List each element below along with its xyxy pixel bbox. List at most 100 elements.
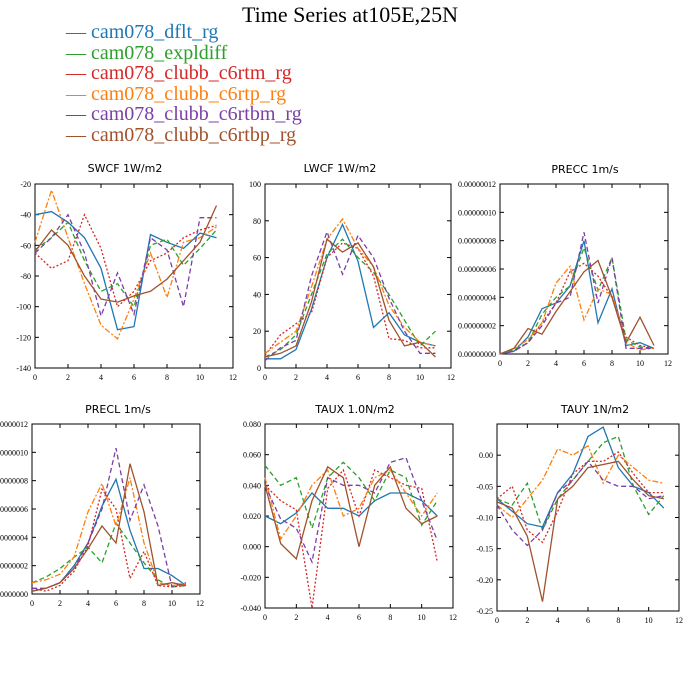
- series-line-3: [34, 188, 217, 340]
- x-tick-label: 8: [388, 613, 392, 622]
- x-tick-label: 10: [416, 373, 424, 382]
- panel-title: LWCF 1W/m2: [304, 162, 377, 175]
- legend: — cam078_dflt_rg — cam078_expldiff — cam…: [66, 22, 302, 145]
- plot-frame: [34, 183, 234, 369]
- series-line-5: [499, 259, 655, 355]
- y-tick-label: 0.00000004: [458, 293, 496, 302]
- series-line-4: [496, 460, 664, 547]
- legend-item-c6rtbp: — cam078_clubb_c6rtbp_rg: [66, 123, 297, 146]
- y-tick-label: -0.25: [476, 607, 493, 616]
- series-line-1: [264, 461, 438, 531]
- y-tick-label: -120: [16, 333, 31, 342]
- y-tick-label: 0.000: [243, 543, 261, 552]
- x-tick-label: 10: [168, 599, 176, 608]
- x-tick-label: 12: [229, 373, 237, 382]
- y-tick-label: 0.00000000: [0, 590, 28, 599]
- y-tick-label: -140: [16, 364, 31, 373]
- chart-panel-1: LWCF 1W/m2 0 2 4 6 8 10 12 0 20 40 60 80 100: [249, 162, 455, 382]
- chart-panel-4: TAUX 1.0N/m2 0 2 4 6 8 10 12 -0.040 -0.020 0.000 0.…: [240, 403, 457, 622]
- legend-item-c6rtp: — cam078_clubb_c6rtp_rg: [66, 82, 287, 105]
- series-line-4: [499, 232, 654, 355]
- x-tick-label: 8: [165, 373, 169, 382]
- x-tick-label: 4: [556, 616, 560, 625]
- series-line-2: [31, 487, 187, 592]
- y-tick-label: -0.15: [476, 545, 493, 554]
- series-line-5: [496, 460, 664, 602]
- series-line-2: [496, 451, 664, 544]
- x-tick-label: 0: [495, 616, 499, 625]
- y-tick-label: 0.080: [243, 420, 261, 429]
- x-tick-label: 4: [325, 373, 329, 382]
- x-tick-label: 2: [526, 359, 530, 368]
- y-tick-label: 0.00000012: [0, 420, 28, 429]
- y-tick-label: 40: [253, 290, 261, 299]
- x-tick-label: 4: [86, 599, 90, 608]
- x-tick-label: 12: [675, 616, 683, 625]
- legend-item-expldiff: — cam078_expldiff: [66, 41, 228, 64]
- x-tick-label: 4: [326, 613, 330, 622]
- y-tick-label: 0.00000008: [0, 477, 28, 486]
- y-tick-label: 60: [253, 254, 261, 263]
- series-line-2: [34, 213, 217, 308]
- series-line-3: [496, 444, 664, 519]
- y-tick-label: -0.040: [240, 604, 261, 613]
- x-tick-label: 12: [449, 613, 457, 622]
- series-line-5: [264, 238, 436, 358]
- x-tick-label: 0: [33, 373, 37, 382]
- series-line-0: [265, 222, 436, 360]
- y-tick-label: 0.00000008: [458, 237, 496, 246]
- y-tick-label: -40: [20, 211, 31, 220]
- x-tick-label: 6: [356, 373, 360, 382]
- y-tick-label: 0.00000004: [0, 533, 28, 542]
- x-tick-label: 6: [582, 359, 586, 368]
- y-tick-label: -80: [20, 272, 31, 281]
- legend-item-c6rtbm: — cam078_clubb_c6rtbm_rg: [66, 103, 302, 125]
- legend-item-c6rtm: — cam078_clubb_c6rtm_rg: [66, 62, 292, 84]
- figure-title: Time Series at105E,25N: [241, 2, 459, 27]
- y-tick-label: 0.00000006: [458, 265, 496, 274]
- series-line-1: [31, 521, 187, 588]
- series-line-2: [264, 468, 438, 609]
- y-tick-label: 0.00000010: [0, 448, 28, 457]
- x-tick-label: 12: [664, 359, 672, 368]
- x-tick-label: 6: [586, 616, 590, 625]
- series-line-2: [499, 262, 655, 355]
- series-line-0: [34, 210, 217, 331]
- x-tick-label: 8: [142, 599, 146, 608]
- chart-panel-3: PRECL 1m/s 0 2 4 6 8 10 12 0.00000000 0.00000002 0…: [0, 403, 204, 608]
- x-tick-label: 0: [263, 373, 267, 382]
- y-tick-label: 0.040: [243, 481, 261, 490]
- x-tick-label: 6: [357, 613, 361, 622]
- panel-title: SWCF 1W/m2: [88, 162, 163, 175]
- y-tick-label: 80: [253, 217, 261, 226]
- x-tick-label: 10: [645, 616, 653, 625]
- panel-title: TAUY 1N/m2: [560, 403, 629, 416]
- series-line-3: [499, 264, 655, 355]
- x-tick-label: 0: [498, 359, 502, 368]
- plot-frame: [496, 423, 680, 612]
- y-tick-label: 0.00000006: [0, 505, 28, 514]
- x-tick-label: 2: [525, 616, 529, 625]
- plot-frame: [499, 183, 669, 355]
- series-line-3: [31, 477, 187, 587]
- series-line-4: [264, 229, 436, 362]
- x-tick-label: 10: [196, 373, 204, 382]
- y-tick-label: 0: [257, 364, 261, 373]
- plot-frame: [264, 183, 452, 369]
- series-line-5: [34, 205, 218, 303]
- x-tick-label: 2: [66, 373, 70, 382]
- x-tick-label: 0: [30, 599, 34, 608]
- y-tick-label: 0.00000012: [458, 180, 496, 189]
- y-tick-label: 100: [249, 180, 261, 189]
- x-tick-label: 4: [99, 373, 103, 382]
- y-tick-label: 0.060: [243, 451, 261, 460]
- y-tick-label: -0.10: [476, 514, 493, 523]
- series-line-4: [32, 447, 187, 589]
- x-tick-label: 8: [616, 616, 620, 625]
- x-tick-label: 2: [294, 613, 298, 622]
- panel-title: PRECC 1m/s: [551, 163, 619, 176]
- y-tick-label: -0.05: [476, 482, 493, 491]
- y-tick-label: 0.00000002: [458, 322, 496, 331]
- y-tick-label: -0.20: [476, 576, 493, 585]
